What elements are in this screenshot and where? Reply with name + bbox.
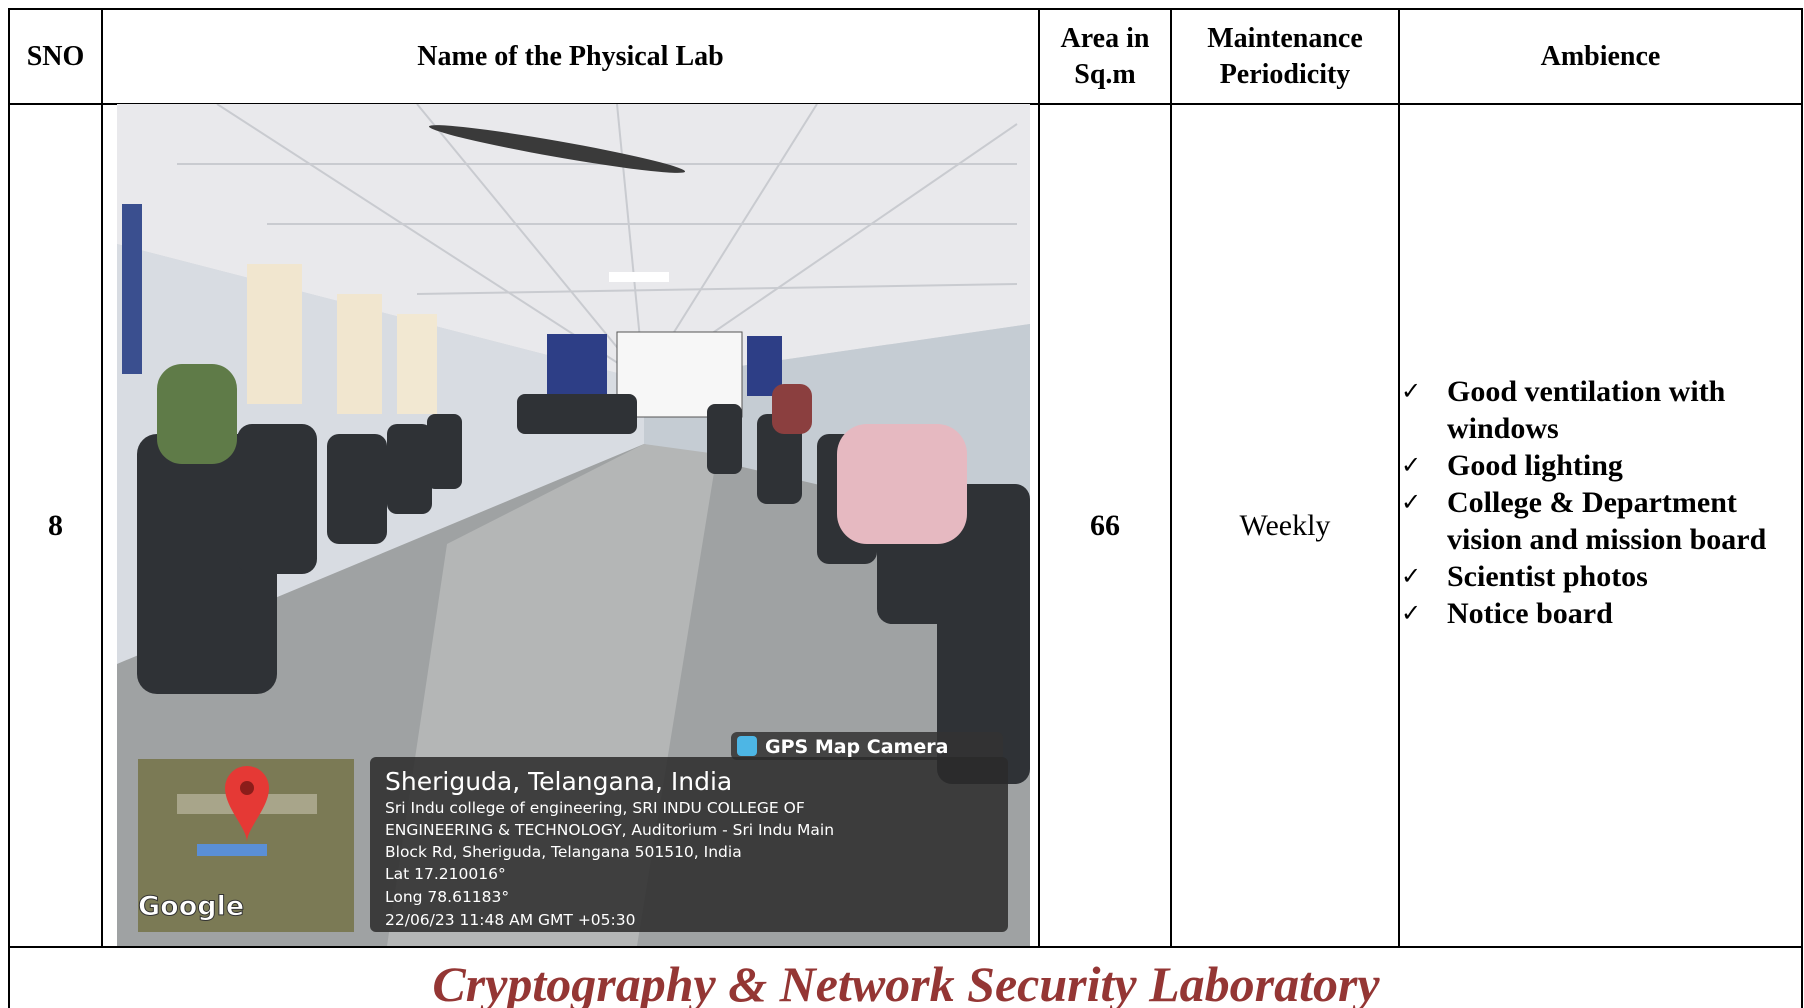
area: 66 (1090, 508, 1120, 542)
ambience-item: Scientist photos (1399, 558, 1803, 595)
border (8, 8, 1803, 10)
photo-lat: Lat 17.210016° (385, 865, 506, 883)
ambience-item: Notice board (1399, 595, 1803, 632)
border (8, 8, 10, 1008)
photo-address: Block Rd, Sheriguda, Telangana 501510, I… (385, 843, 742, 861)
photo-long: Long 78.61183° (385, 888, 509, 906)
caption: Cryptography & Network Security Laborato… (432, 956, 1380, 1008)
photo-timestamp: 22/06/23 11:48 AM GMT +05:30 (385, 911, 635, 929)
map-brand: Google (138, 891, 244, 922)
header: Area in Sq.m (1060, 22, 1150, 90)
ambience-item: Good lighting (1399, 447, 1803, 484)
ambience-item: Good ventilation with windows (1399, 373, 1803, 447)
border (101, 8, 103, 948)
ambience-item: College & Department vision and mission … (1399, 484, 1803, 558)
border (1038, 8, 1040, 948)
border (1170, 8, 1172, 948)
lab-photo: GPS Map Camera Google Sheriguda, Telanga… (117, 104, 1030, 946)
photo-address: Sri Indu college of engineering, SRI IND… (385, 799, 805, 817)
maintenance: Weekly (1239, 508, 1331, 542)
border (8, 946, 1803, 948)
ambience-list: Good ventilation with windowsGood lighti… (1399, 373, 1803, 632)
header: Maintenance Periodicity (1207, 22, 1363, 90)
photo-place: Sheriguda, Telangana, India (385, 767, 732, 796)
header: SNO (26, 40, 85, 72)
header: Name of the Physical Lab (417, 40, 724, 72)
sno: 8 (48, 508, 63, 542)
header: Ambience (1540, 40, 1661, 72)
photo-badge: GPS Map Camera (765, 736, 948, 758)
photo-address: ENGINEERING & TECHNOLOGY, Auditorium - S… (385, 821, 834, 839)
